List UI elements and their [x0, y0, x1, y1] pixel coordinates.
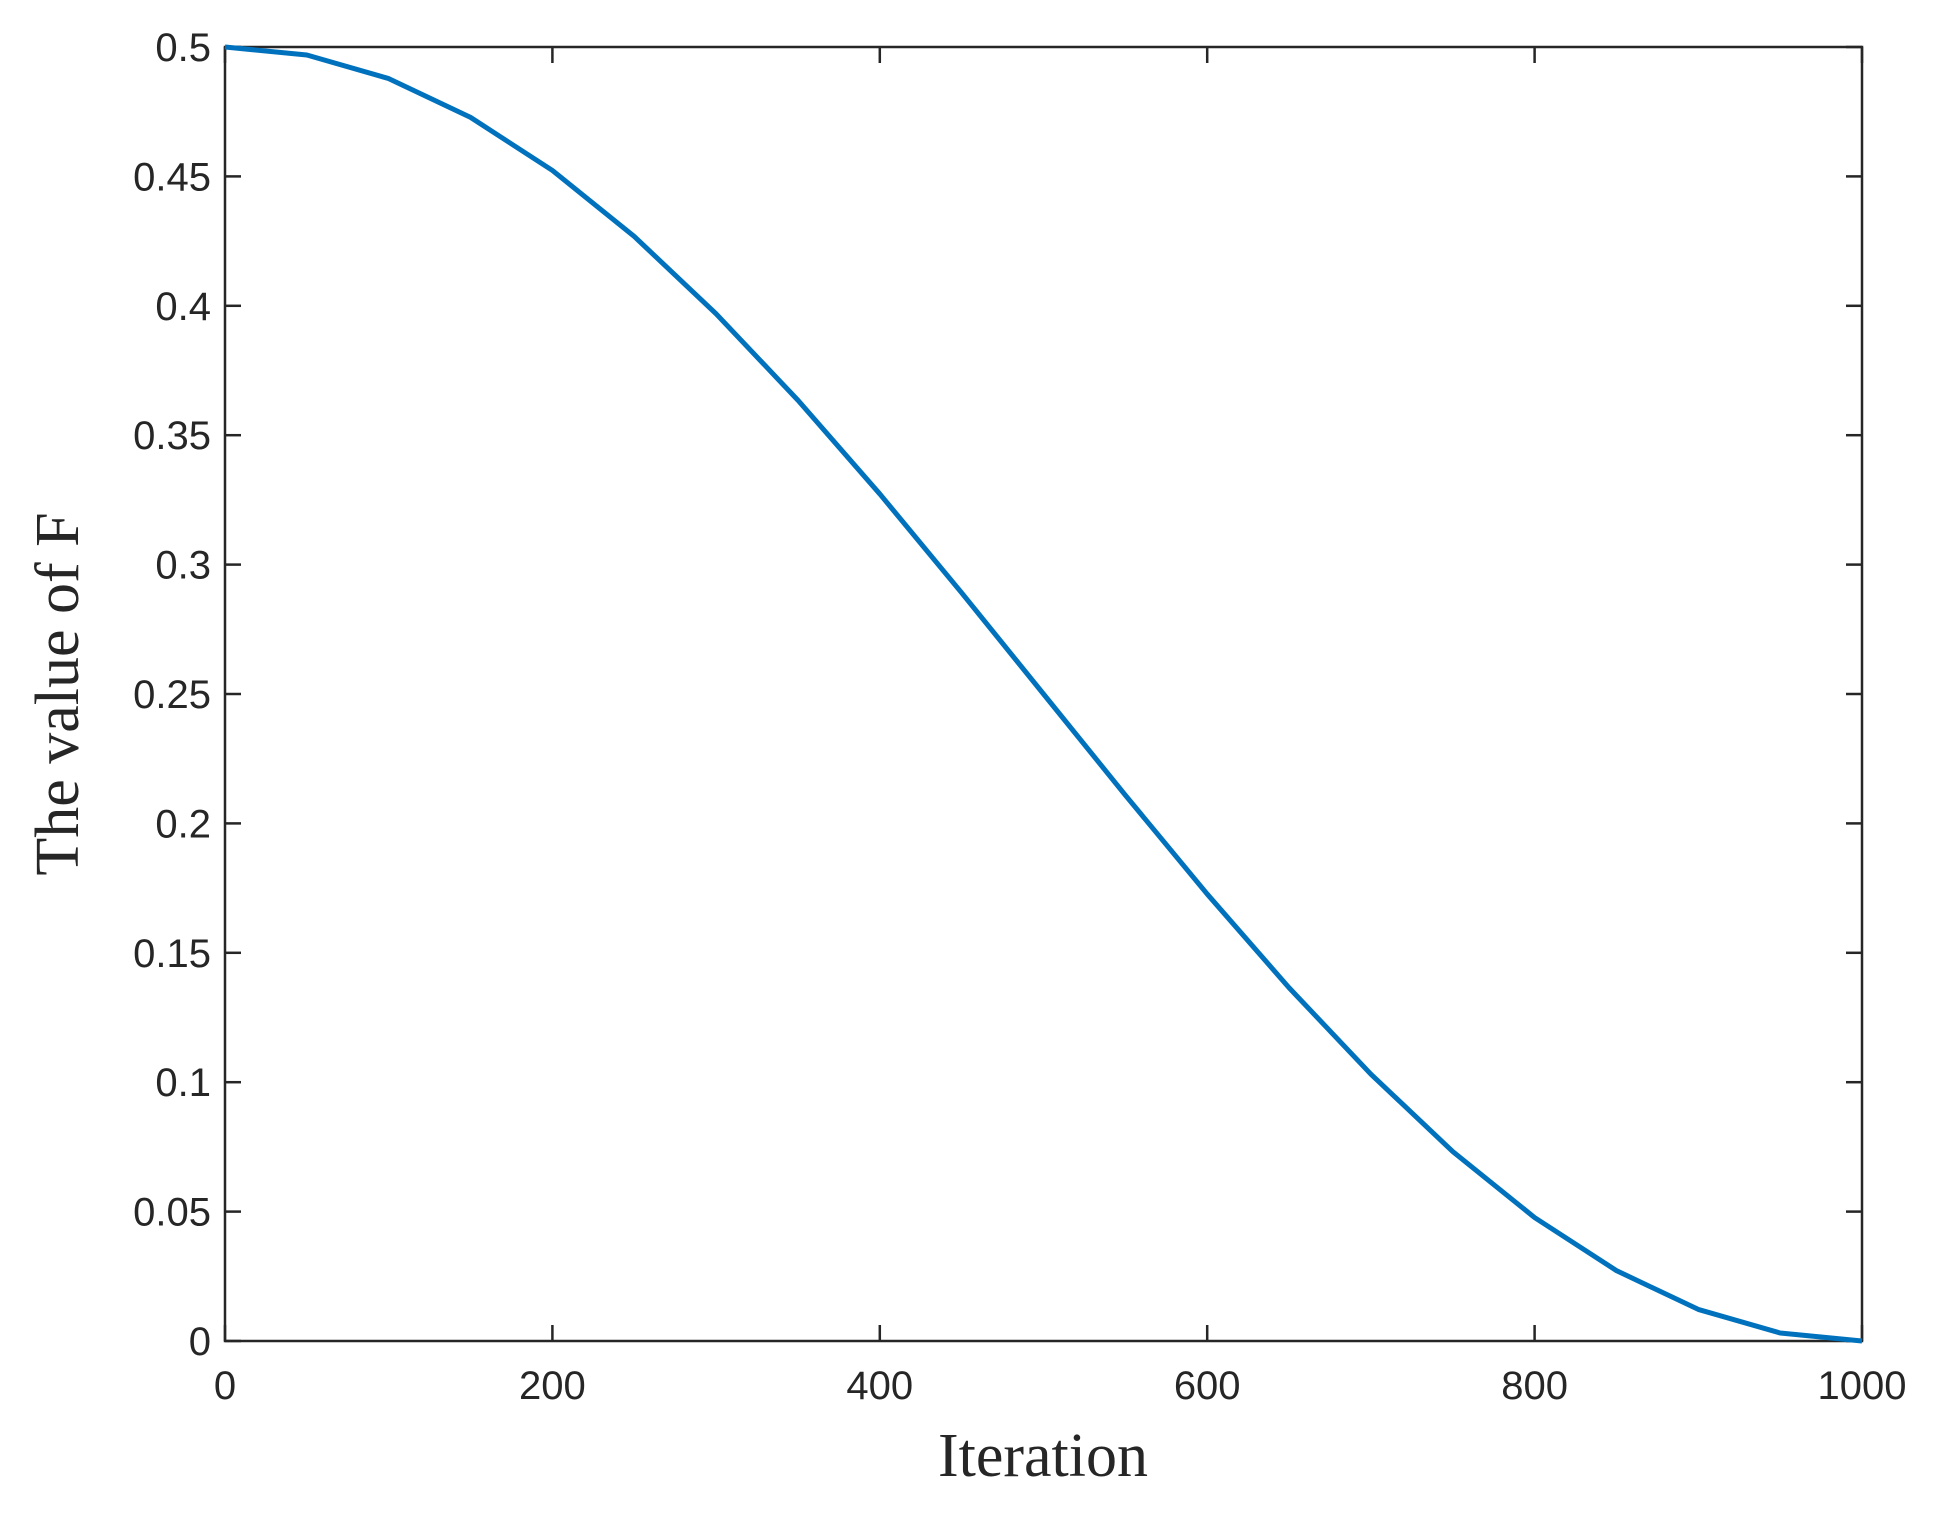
x-tick-label: 800	[1501, 1364, 1568, 1408]
y-tick-label: 0.15	[133, 932, 211, 976]
x-tick-label: 200	[519, 1364, 586, 1408]
x-tick-label: 600	[1174, 1364, 1241, 1408]
y-tick-label: 0.05	[133, 1191, 211, 1235]
y-tick-label: 0.1	[155, 1061, 211, 1105]
y-tick-label: 0.2	[155, 802, 211, 846]
y-axis-label: The value of F	[24, 512, 92, 875]
y-tick-label: 0.3	[155, 544, 211, 588]
line	[224, 44, 1863, 1344]
y-tick-label: 0	[189, 1320, 211, 1364]
y-tick-label: 0.35	[133, 414, 211, 458]
y-tick-label: 0.4	[155, 285, 211, 329]
x-axis-label: Iteration	[938, 1422, 1148, 1490]
x-tick-label: 0	[214, 1364, 236, 1408]
y-tick-label: 0.5	[155, 26, 211, 70]
x-tick-label: 1000	[1818, 1364, 1907, 1408]
x-tick-label: 400	[846, 1364, 913, 1408]
y-tick-label: 0.25	[133, 673, 211, 717]
y-tick-label: 0.45	[133, 155, 211, 199]
